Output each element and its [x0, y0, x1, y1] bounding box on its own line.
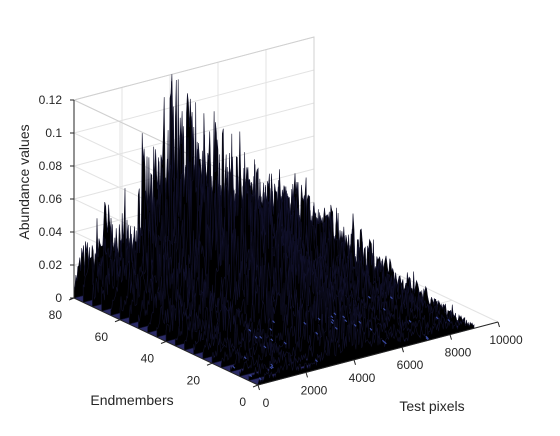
- surface-accent: [317, 317, 321, 321]
- x-tick-mark: [401, 347, 404, 353]
- z-tick-label: 0: [55, 291, 62, 305]
- surface-accent: [425, 337, 429, 341]
- x-tick-mark: [305, 372, 308, 378]
- z-tick-label: 0.08: [39, 159, 63, 173]
- surface-accent: [303, 321, 307, 325]
- y-tick-label: 80: [49, 308, 63, 322]
- surface-accent: [333, 312, 337, 316]
- z-axis-label: Abundance values: [16, 124, 32, 239]
- axis-layer: 0 2000 4000 6000 8000 10000 0 20 40 60 80 0 0.02 0.04…: [39, 93, 523, 410]
- surface-accent: [272, 320, 275, 324]
- surface-accent: [232, 365, 236, 369]
- y-tick-mark: [206, 362, 213, 366]
- x-axis-label: Test pixels: [399, 398, 464, 414]
- y-tick-mark: [252, 384, 259, 388]
- surface-accent: [315, 359, 318, 363]
- y-tick-mark: [160, 341, 167, 344]
- x-tick-label: 2000: [301, 383, 328, 397]
- y-tick-label: 40: [141, 352, 155, 366]
- surface-accent: [330, 321, 334, 324]
- surface-accent: [270, 363, 274, 367]
- surface-accent: [270, 338, 274, 342]
- x-tick-label: 0: [263, 396, 270, 410]
- surface-accent: [269, 327, 273, 331]
- x-tick-label: 8000: [445, 346, 472, 360]
- surface-accent: [254, 335, 258, 339]
- surface-accent: [270, 365, 274, 369]
- z-tick-label: 0.1: [45, 126, 62, 140]
- surface-accent: [269, 366, 273, 370]
- surface-accent: [330, 315, 334, 319]
- surface-accent: [249, 374, 253, 378]
- surface-accent: [435, 316, 439, 320]
- surface-accent: [390, 296, 393, 300]
- x-tick-label: 6000: [397, 358, 424, 372]
- x-tick-mark: [497, 321, 500, 328]
- surface-accent: [342, 315, 346, 319]
- surface-accent: [426, 336, 429, 340]
- z-tick-label: 0.06: [39, 192, 63, 206]
- surface-accent: [315, 331, 319, 335]
- surface-accent: [283, 341, 287, 345]
- y-tick-mark: [114, 319, 121, 323]
- z-tick-label: 0.12: [39, 93, 63, 107]
- surface-slice: [257, 312, 475, 386]
- x-tick-label: 10000: [489, 333, 523, 347]
- surface-layer: [73, 74, 475, 386]
- surface-accent: [334, 326, 338, 330]
- y-tick-label: 20: [187, 373, 201, 387]
- y-tick-label: 60: [95, 330, 109, 344]
- surface-accent: [331, 318, 335, 322]
- surface-accent: [258, 377, 262, 381]
- y-tick-label: 0: [239, 395, 246, 409]
- x-tick-label: 4000: [349, 371, 376, 385]
- surface-accent: [367, 295, 371, 299]
- surface-accent: [383, 341, 387, 345]
- surface-accent: [382, 307, 386, 311]
- surface-accent: [259, 335, 263, 339]
- x-tick-mark: [353, 359, 356, 365]
- surface-accent: [358, 320, 362, 324]
- y-axis-label: Endmembers: [90, 392, 173, 408]
- surface-accent: [344, 319, 348, 323]
- z-tick-label: 0.04: [39, 225, 63, 239]
- surface-accent: [408, 319, 412, 323]
- x-tick-mark: [257, 384, 260, 391]
- surface-accent: [447, 319, 451, 322]
- surface-accent: [248, 328, 252, 332]
- surface-accent: [353, 323, 357, 327]
- box-outline: [72, 36, 315, 235]
- x-axis-line: [257, 321, 499, 386]
- surface-accent: [263, 345, 267, 349]
- surface-accent: [243, 356, 247, 360]
- x-tick-mark: [449, 334, 452, 340]
- z-tick-label: 0.02: [39, 258, 63, 272]
- surface-accent: [369, 327, 373, 331]
